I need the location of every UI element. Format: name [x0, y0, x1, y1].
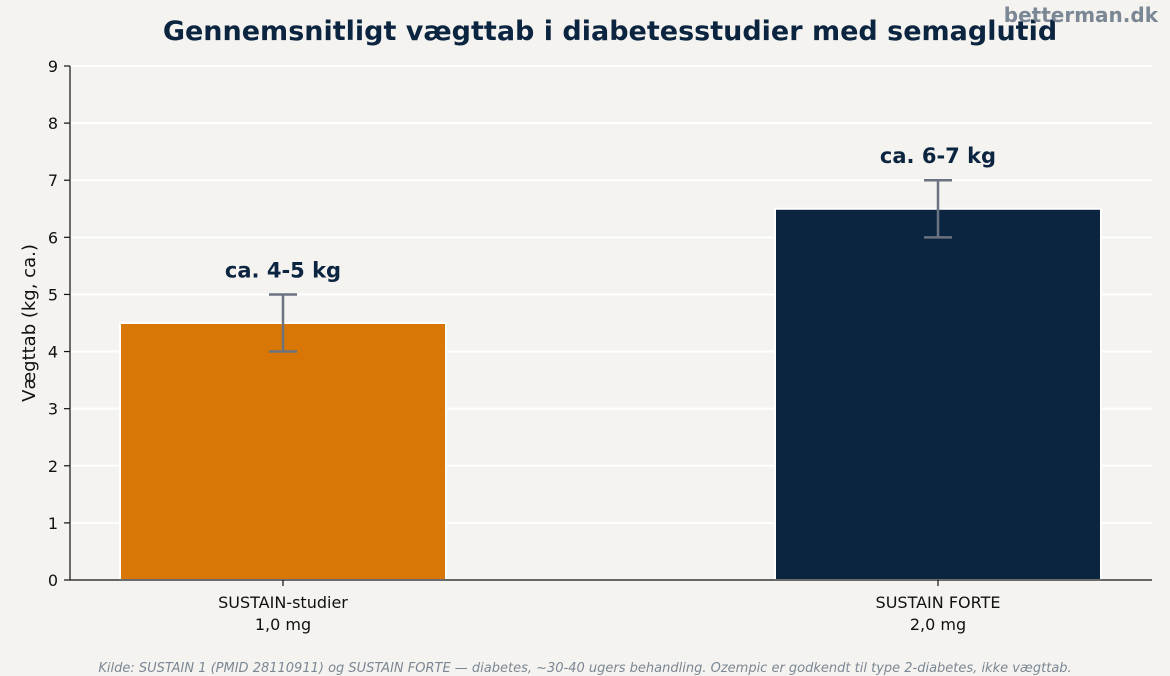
bar-value-label-2: ca. 6-7 kg — [880, 144, 996, 168]
y-tick-label: 4 — [48, 343, 58, 362]
y-tick-label: 2 — [48, 457, 58, 476]
y-tick-label: 8 — [48, 114, 58, 133]
y-axis-label: Vægttab (kg, ca.) — [19, 244, 40, 402]
y-tick-label: 6 — [48, 228, 58, 247]
y-tick-label: 9 — [48, 57, 58, 76]
source-note: Kilde: SUSTAIN 1 (PMID 28110911) og SUST… — [98, 661, 1071, 676]
bar-value-label-1: ca. 4-5 kg — [225, 258, 341, 282]
bar-1 — [119, 322, 447, 581]
chart-title: Gennemsnitligt vægttab i diabetesstudier… — [163, 16, 1057, 47]
x-tick-label-2-line-1: SUSTAIN FORTE — [876, 593, 1001, 612]
y-tick-label: 7 — [48, 171, 58, 190]
y-tick-label: 5 — [48, 285, 58, 304]
bar-2 — [774, 207, 1102, 581]
x-tick-label-2-line-2: 2,0 mg — [910, 615, 966, 634]
y-tick-label: 1 — [48, 514, 58, 533]
y-tick-label: 0 — [48, 571, 58, 590]
watermark: betterman.dk — [1004, 3, 1159, 27]
error-bars — [269, 178, 952, 353]
bars — [119, 207, 1102, 581]
x-tick-label-1-line-2: 1,0 mg — [255, 615, 311, 634]
data-labels: ca. 4-5 kg ca. 6-7 kg — [225, 144, 996, 282]
x-tick-label-1-line-1: SUSTAIN-studier — [218, 593, 348, 612]
axes: 0 1 2 3 4 5 6 7 8 9 SUSTAIN-studier 1,0 mg SUSTAIN F… — [48, 57, 1152, 634]
y-tick-label: 3 — [48, 400, 58, 419]
